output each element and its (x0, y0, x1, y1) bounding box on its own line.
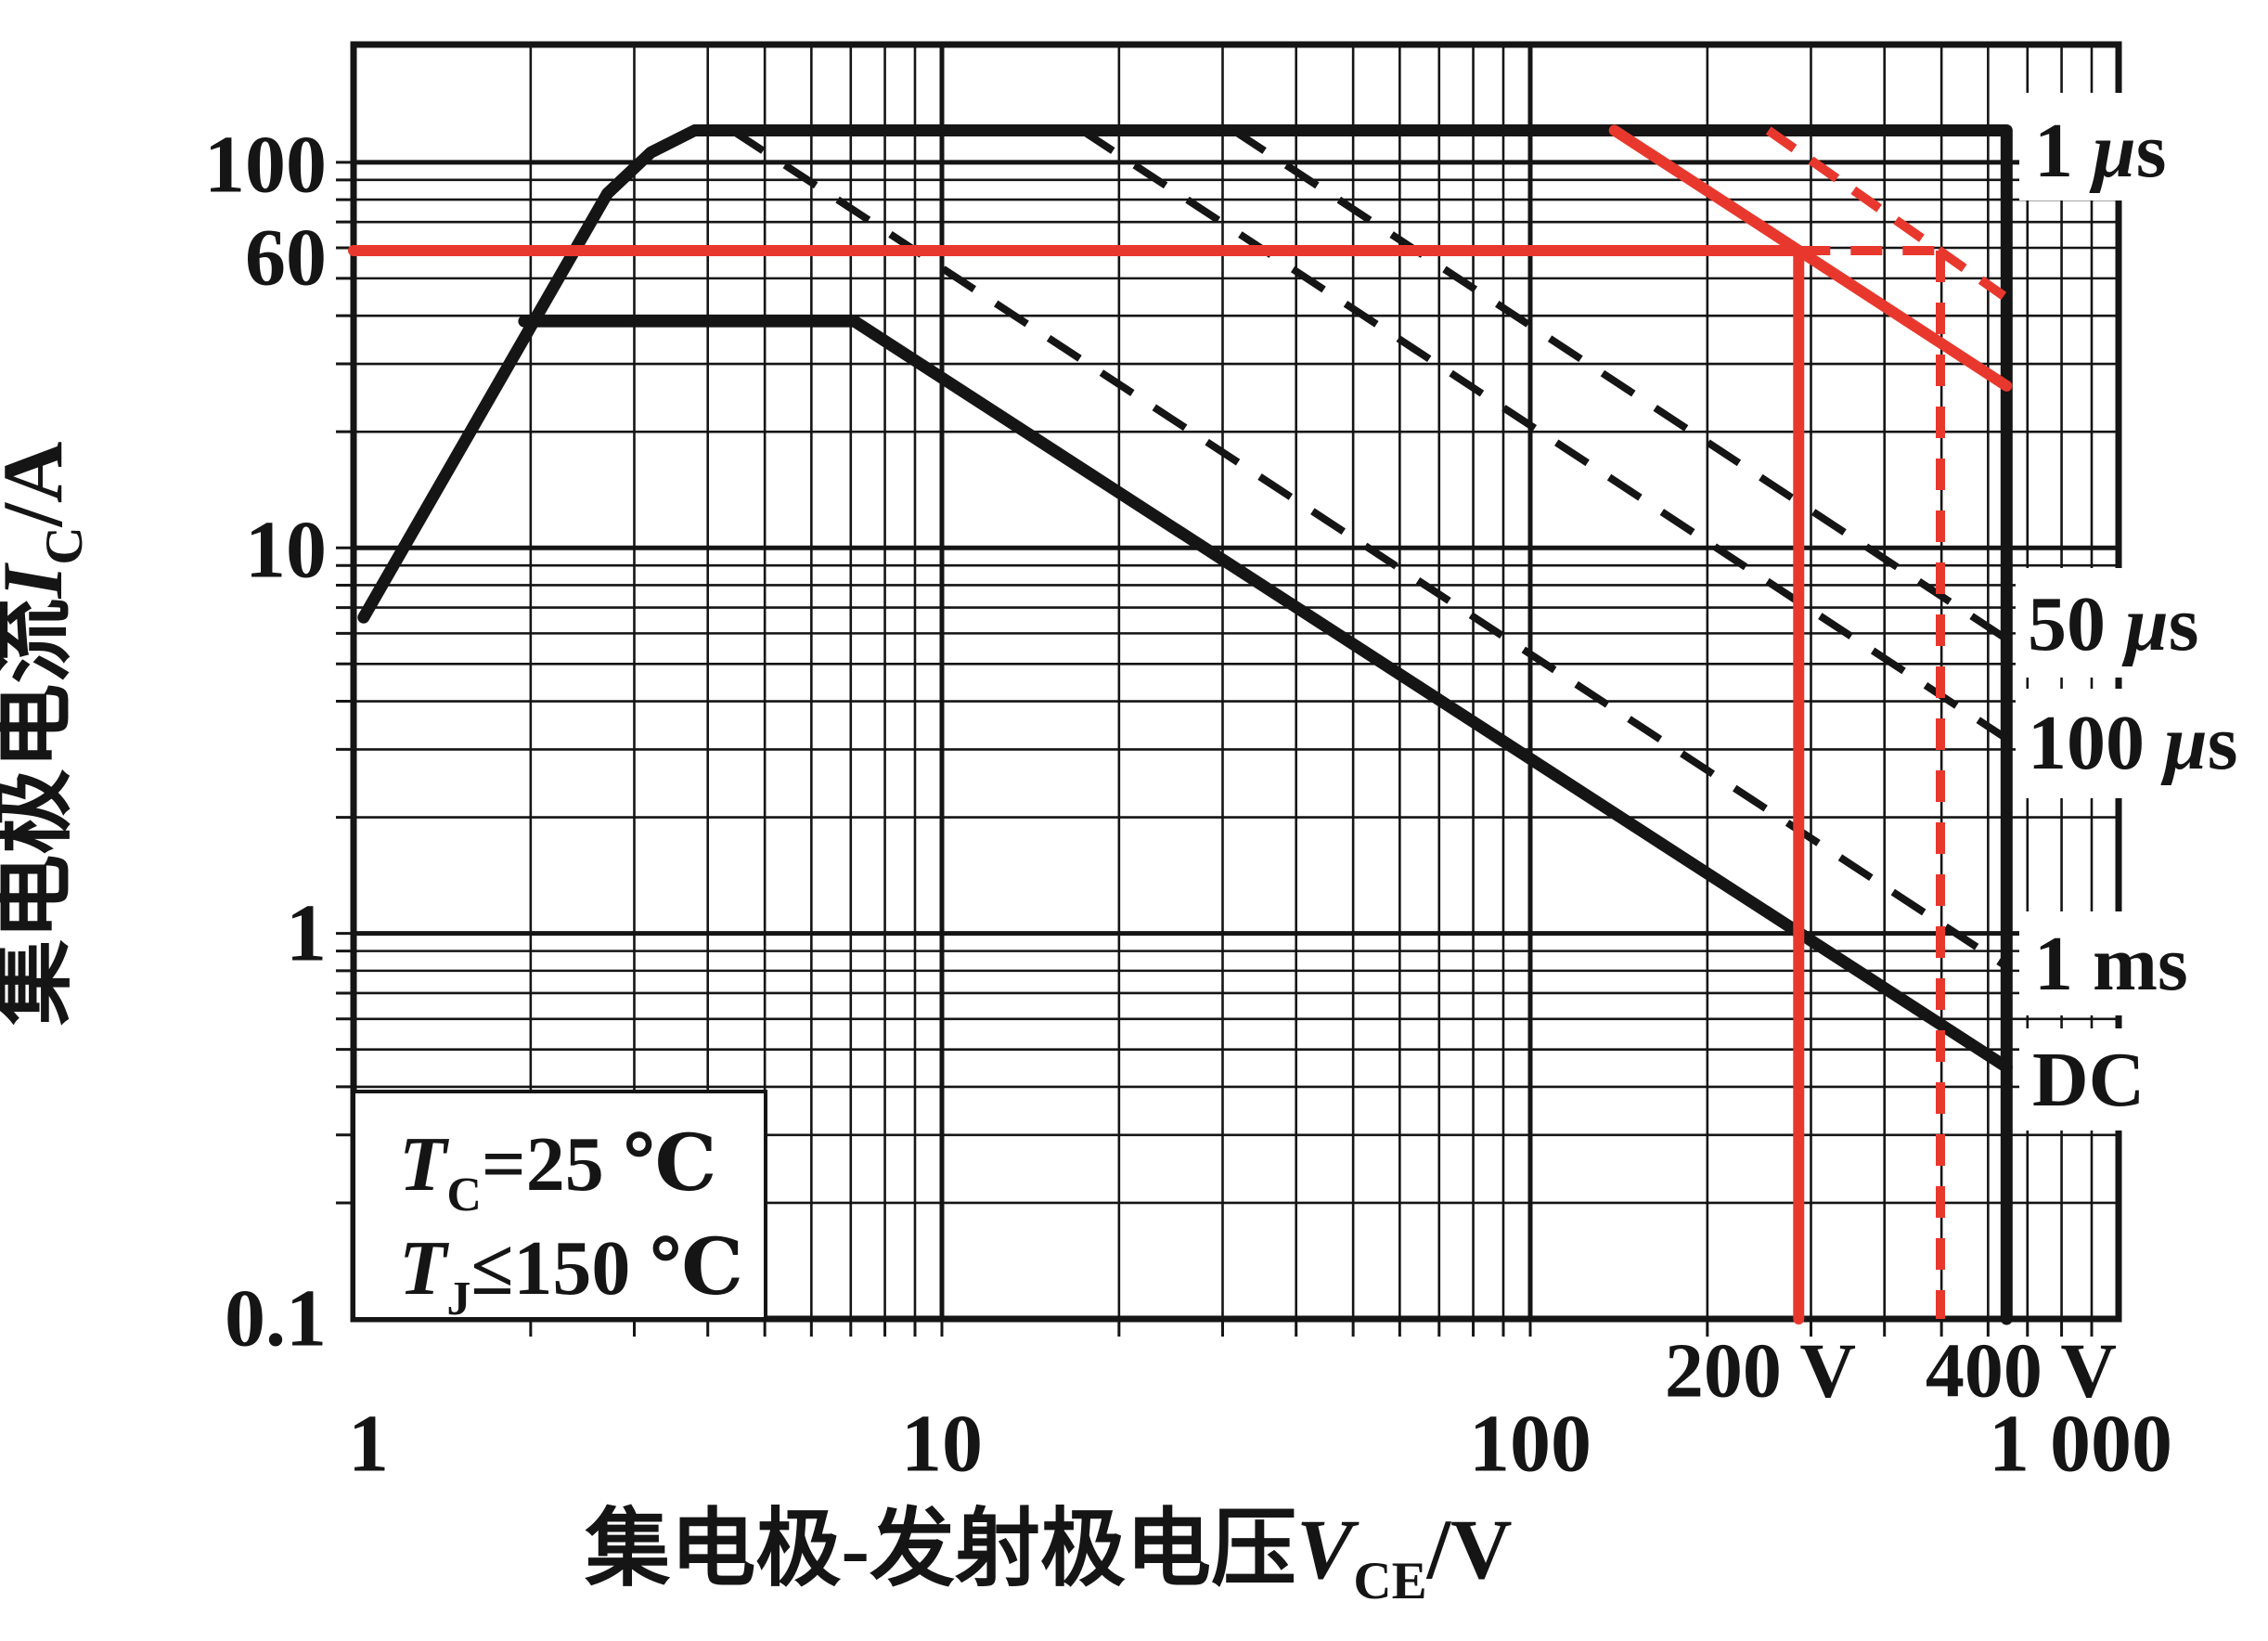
label-50us-bg (2016, 568, 2257, 678)
y-axis-title: 集电极电流IC/A (0, 442, 94, 1027)
label-1ms-bg (2019, 911, 2197, 1015)
x-axis-title: 集电极-发射极电压VCE/V (584, 1502, 1512, 1610)
label-100us-bg (2016, 689, 2268, 798)
x-tick-label-10: 10 (901, 1400, 983, 1490)
y-tick-label-100: 100 (204, 121, 327, 211)
x-tick-label-1000: 1 000 (1989, 1400, 2172, 1490)
curve-DC (518, 315, 2013, 1074)
condition-box (352, 1090, 767, 1321)
label-50us: 50 μs (2028, 581, 2198, 667)
red-annotations-layer (348, 124, 2013, 1324)
label-100us: 100 μs (2028, 700, 2237, 786)
plot-border (350, 41, 2122, 1323)
condition-line-2: TJ≤150 ℃ (399, 1225, 743, 1325)
label-dc: DC (2032, 1037, 2145, 1123)
voltage-label-200v: 200 V (1665, 1328, 1856, 1415)
condition-line-1: TC=25 ℃ (399, 1121, 716, 1221)
x-tick-label-100: 100 (1469, 1400, 1591, 1490)
label-1ms: 1 ms (2034, 921, 2188, 1007)
label-dc-bg (2019, 1028, 2149, 1131)
y-tick-label-1: 1 (286, 889, 327, 979)
plot-border-layer (350, 41, 2122, 1323)
label-patches-layer (352, 93, 2268, 1321)
curve-50μs (1231, 127, 2009, 642)
y-tick-label-60: 60 (245, 213, 327, 304)
label-1us-bg (2019, 93, 2196, 200)
red-load-line-solid (1608, 124, 2013, 392)
voltage-label-400v: 400 V (1926, 1328, 2117, 1415)
label-1us: 1 μs (2034, 108, 2166, 194)
y-tick-label-10: 10 (245, 506, 327, 596)
x-tick-label-1: 1 (348, 1400, 389, 1490)
y-tick-label-0.1: 0.1 (225, 1274, 327, 1364)
curve-1μs (357, 124, 2013, 1325)
